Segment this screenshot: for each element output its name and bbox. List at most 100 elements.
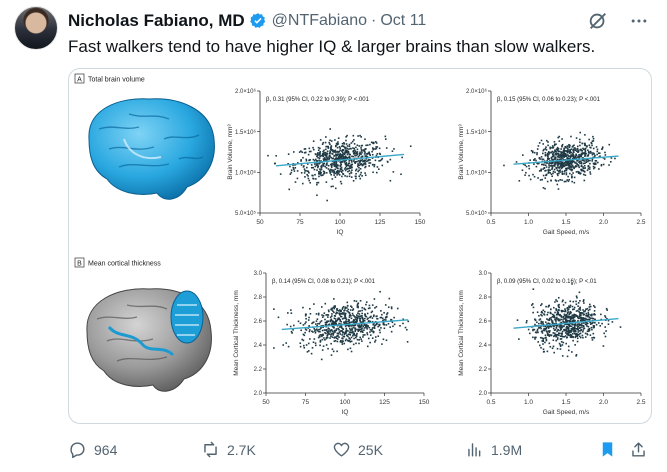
data-point [304, 314, 307, 317]
data-point [390, 330, 393, 333]
data-point [323, 153, 326, 155]
data-point [560, 316, 563, 318]
data-point [594, 160, 597, 162]
data-point [341, 307, 344, 309]
data-point [591, 152, 593, 154]
data-point [570, 154, 572, 156]
data-point [350, 336, 353, 339]
data-point [353, 315, 355, 317]
data-point [574, 336, 577, 339]
data-point [325, 337, 328, 340]
data-point [582, 299, 585, 301]
data-point [316, 329, 318, 332]
data-point [565, 173, 568, 176]
data-point [562, 341, 565, 344]
data-point [341, 145, 344, 147]
data-point [348, 320, 350, 323]
data-point [309, 307, 311, 310]
data-point [525, 320, 528, 322]
data-point [555, 322, 557, 325]
bookmark-button[interactable] [598, 440, 617, 459]
verified-badge-icon[interactable] [249, 12, 267, 30]
data-point [585, 312, 588, 315]
grok-icon[interactable] [587, 10, 609, 37]
views-button[interactable]: 1.9M [465, 440, 522, 459]
data-point [324, 321, 327, 324]
data-point [375, 142, 378, 144]
data-point [549, 325, 552, 327]
like-button[interactable]: 25K [332, 440, 383, 459]
data-point [323, 337, 325, 339]
data-point [346, 168, 348, 170]
data-point [364, 163, 367, 165]
data-point [545, 338, 548, 341]
data-point [579, 309, 582, 311]
data-point [576, 156, 579, 159]
data-point [580, 152, 583, 155]
data-point [319, 334, 322, 336]
author-handle[interactable]: @NTFabiano [271, 12, 368, 29]
data-point [556, 300, 558, 303]
data-point [358, 315, 361, 318]
tweet-media[interactable]: A Total brain volume B Mean cortical thi… [68, 68, 652, 424]
data-point [337, 327, 339, 330]
data-point [576, 163, 578, 165]
data-point [344, 155, 347, 157]
data-point [305, 329, 308, 331]
data-point [552, 306, 555, 309]
data-point [356, 165, 359, 168]
data-point [331, 149, 334, 151]
more-icon[interactable] [629, 11, 649, 36]
data-point [570, 325, 573, 328]
data-point [331, 348, 334, 351]
data-point [557, 318, 559, 321]
share-button[interactable] [629, 440, 648, 459]
data-point [567, 162, 570, 165]
data-point [562, 299, 564, 302]
data-point [608, 164, 610, 166]
data-point [355, 334, 358, 336]
data-point [337, 155, 340, 158]
author-name[interactable]: Nicholas Fabiano, MD [68, 11, 245, 30]
data-point [572, 328, 574, 331]
data-point [548, 342, 551, 345]
data-point [373, 298, 376, 300]
data-point [339, 164, 341, 167]
brain-volume-illustration [88, 98, 215, 200]
data-point [563, 155, 565, 157]
data-point [326, 150, 329, 153]
data-point [369, 320, 372, 323]
data-point [319, 151, 322, 153]
data-point [571, 168, 574, 171]
data-point [328, 152, 331, 155]
data-point [362, 318, 364, 321]
data-point [553, 332, 556, 335]
data-point [364, 151, 366, 154]
data-point [348, 148, 350, 150]
reply-button[interactable]: 964 [68, 440, 117, 459]
data-point [323, 162, 326, 165]
data-point [327, 331, 330, 333]
data-point [544, 337, 546, 339]
data-point [567, 317, 569, 319]
data-point [569, 311, 571, 314]
data-point [344, 321, 346, 323]
data-point [347, 156, 349, 159]
data-point [355, 168, 358, 171]
data-point [343, 322, 346, 325]
data-point [538, 326, 540, 329]
data-point [561, 151, 564, 154]
data-point [582, 152, 584, 154]
data-point [577, 151, 580, 153]
data-point [349, 334, 352, 336]
tweet-date[interactable]: Oct 11 [380, 12, 427, 29]
data-point [366, 312, 369, 315]
data-point [340, 157, 343, 159]
data-point [310, 166, 313, 169]
data-point [528, 167, 531, 170]
data-point [540, 139, 543, 142]
avatar[interactable] [14, 6, 58, 50]
repost-button[interactable]: 2.7K [201, 440, 256, 459]
data-point [552, 315, 554, 318]
data-point [559, 318, 561, 321]
